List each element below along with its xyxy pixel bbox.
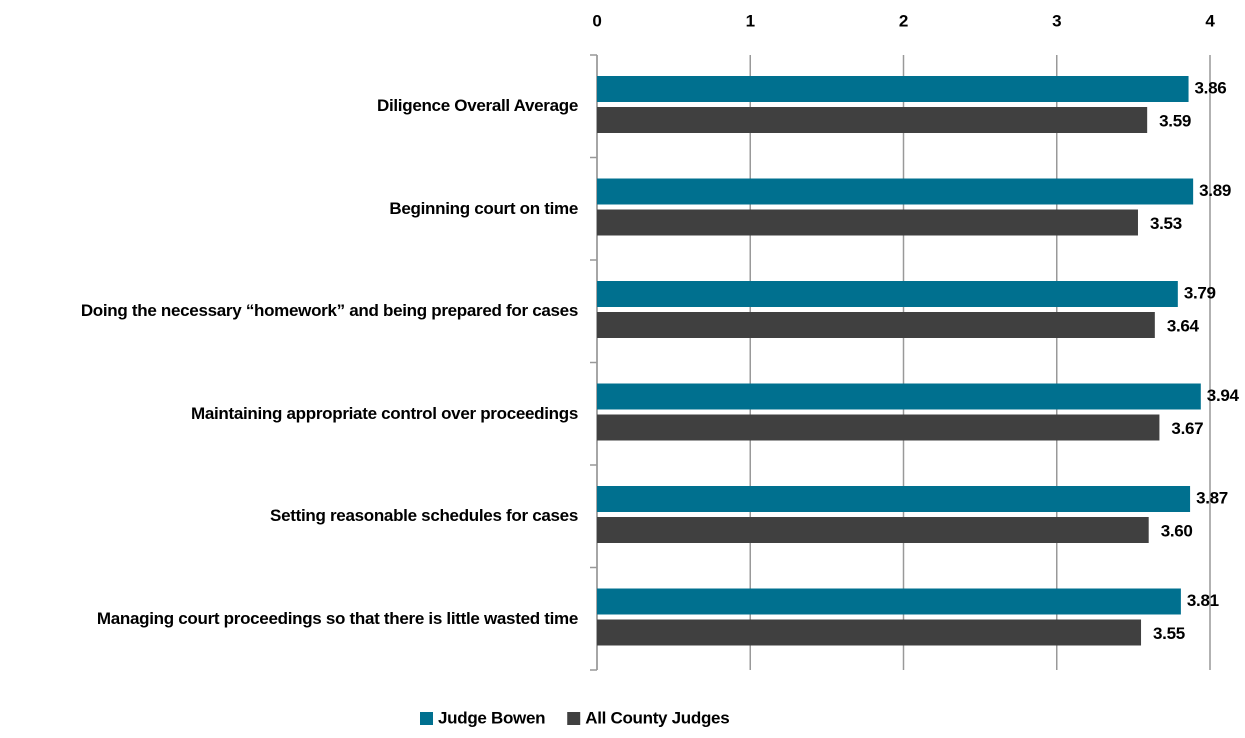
legend-swatch (420, 712, 433, 725)
bar (597, 383, 1201, 410)
data-label: 3.67 (1171, 419, 1203, 438)
data-label: 3.53 (1150, 214, 1182, 233)
bar (597, 107, 1148, 133)
data-label: 3.86 (1195, 78, 1227, 97)
bar (597, 281, 1178, 307)
legend-label: All County Judges (585, 708, 729, 727)
data-label: 3.55 (1153, 624, 1185, 643)
category-label: Managing court proceedings so that there… (96, 608, 578, 628)
category-label: Beginning court on time (389, 198, 578, 218)
data-label: 3.94 (1207, 386, 1240, 405)
data-label: 3.89 (1199, 181, 1231, 200)
bar (597, 312, 1155, 338)
category-label: Setting reasonable schedules for cases (270, 506, 578, 526)
x-tick-label: 3 (1052, 11, 1061, 30)
bar (597, 588, 1181, 615)
legend-swatch (567, 712, 581, 725)
category-label: Doing the necessary “homework” and being… (80, 301, 578, 321)
bar (597, 486, 1191, 512)
category-label: Maintaining appropriate control over pro… (190, 403, 578, 423)
x-tick-label: 0 (592, 11, 601, 30)
x-tick-label: 4 (1205, 11, 1215, 30)
bar (597, 209, 1138, 236)
data-label: 3.64 (1167, 316, 1200, 335)
x-tick-label: 1 (746, 11, 755, 30)
data-label: 3.81 (1187, 591, 1219, 610)
bar (597, 414, 1160, 441)
data-label: 3.79 (1184, 283, 1216, 302)
bar (597, 76, 1189, 102)
bar (597, 517, 1149, 543)
bar (597, 619, 1142, 646)
bar (597, 178, 1194, 205)
legend-label: Judge Bowen (438, 708, 545, 727)
x-tick-label: 2 (899, 11, 908, 30)
data-label: 3.59 (1159, 111, 1191, 130)
data-label: 3.60 (1161, 521, 1193, 540)
category-label: Diligence Overall Average (376, 96, 578, 116)
data-label: 3.87 (1196, 488, 1228, 507)
